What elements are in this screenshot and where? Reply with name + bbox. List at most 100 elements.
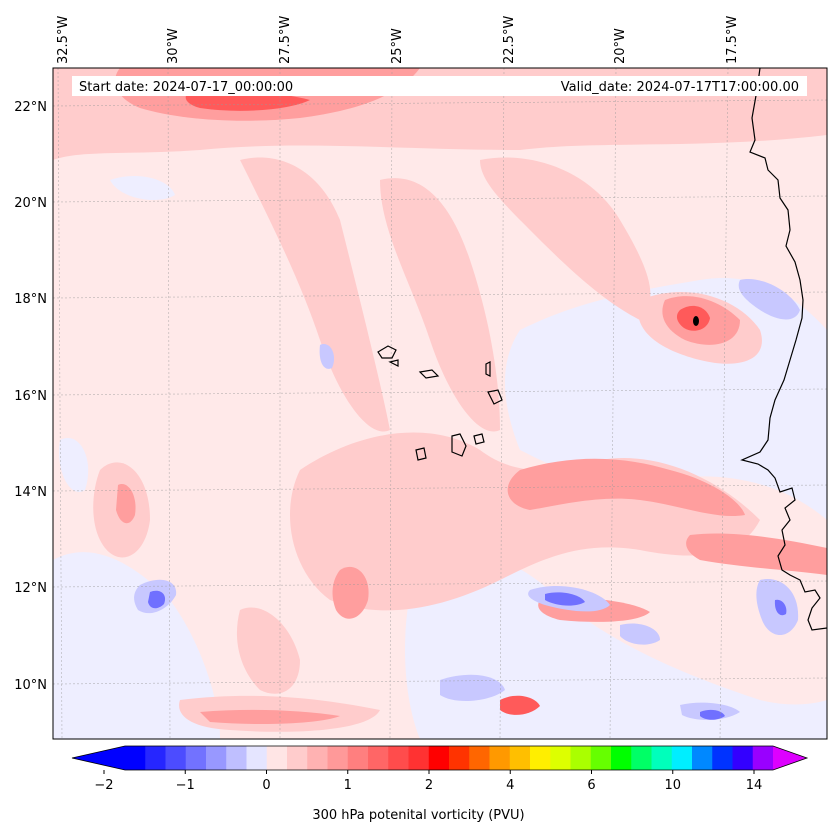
colorbar-segment — [287, 746, 308, 770]
lon-label: 27.5°W — [278, 16, 293, 64]
pv-area — [110, 175, 175, 200]
gridline-lat — [53, 99, 827, 107]
colorbar-segment — [469, 746, 490, 770]
colorbar-segment — [185, 746, 207, 770]
colorbar-segment — [226, 746, 247, 770]
gridline-lat — [53, 677, 827, 685]
colorbar-extend-low — [72, 746, 125, 770]
island — [377, 345, 397, 359]
colorbar-segment — [165, 746, 187, 770]
colorbar-segment — [145, 746, 166, 770]
colorbar-segment — [752, 746, 774, 770]
pv-area — [620, 623, 660, 645]
colorbar-segment — [550, 746, 571, 770]
pv-field — [53, 68, 827, 739]
gridline-lat — [53, 388, 827, 396]
gridline-lat — [53, 580, 827, 588]
africa-coastline — [740, 68, 827, 631]
island — [485, 361, 491, 377]
colorbar-segment — [671, 746, 693, 770]
colorbar-segment — [692, 746, 713, 770]
start-date-label: Start date: 2024-07-17_00:00:00 — [79, 80, 293, 95]
lon-label: 20°W — [613, 28, 628, 64]
pv-area — [332, 566, 369, 619]
gridline-lat — [53, 484, 827, 492]
island — [388, 359, 399, 367]
colorbar-segment — [651, 746, 673, 770]
pv-area — [676, 305, 710, 331]
colorbar-segment — [347, 746, 369, 770]
coastlines — [377, 68, 827, 631]
colorbar-tick-label: 0 — [262, 778, 270, 793]
colorbar-tick-label: 2 — [425, 778, 433, 793]
colorbar: −2 −1 0 1 2 4 6 10 14 — [71, 745, 809, 793]
colorbar-tick-label: 4 — [506, 778, 514, 793]
colorbar-segment — [266, 746, 288, 770]
colorbar-extend-high — [773, 746, 807, 770]
island — [487, 389, 503, 405]
colorbar-segment — [428, 746, 450, 770]
gridline-lat — [53, 195, 827, 203]
pv-area — [240, 157, 390, 432]
pv-area — [116, 484, 136, 524]
longitude-labels: 32.5°W 30°W 27.5°W 25°W 22.5°W 20°W 17.5… — [56, 16, 740, 64]
island — [418, 369, 440, 379]
pv-area — [545, 592, 585, 606]
valid-date-label: Valid_date: 2024-07-17T17:00:00.00 — [561, 80, 799, 95]
pv-maximum-marker — [693, 316, 699, 326]
colorbar-segment — [206, 746, 227, 770]
latitude-labels: 22°N 20°N 18°N 16°N 14°N 12°N 10°N — [14, 100, 47, 693]
pv-area — [405, 552, 827, 739]
colorbar-segment — [590, 746, 612, 770]
colorbar-segment — [530, 746, 551, 770]
colorbar-segment — [732, 746, 754, 770]
colorbar-segment — [570, 746, 592, 770]
pv-area — [700, 709, 725, 720]
colorbar-tick-label: 6 — [587, 778, 595, 793]
pv-area — [686, 533, 827, 575]
pv-area — [738, 279, 800, 320]
colorbar-segment — [307, 746, 328, 770]
lat-label: 12°N — [14, 581, 47, 596]
island — [451, 433, 467, 457]
colorbar-tick-label: −1 — [176, 778, 195, 793]
pv-area — [380, 178, 500, 432]
pv-area — [53, 552, 220, 739]
colorbar-segment — [631, 746, 652, 770]
lon-label: 32.5°W — [56, 16, 71, 64]
lon-label: 22.5°W — [502, 16, 517, 64]
lat-label: 16°N — [14, 389, 47, 404]
colorbar-segment — [611, 746, 632, 770]
colorbar-segment — [408, 746, 430, 770]
colorbar-segment — [509, 746, 531, 770]
pv-area — [236, 607, 300, 694]
gridline-lat — [53, 291, 827, 299]
colorbar-tick-label: 1 — [344, 778, 352, 793]
gridlines — [53, 68, 827, 739]
colorbar-segment — [368, 746, 389, 770]
field-low-pv-strong — [148, 590, 787, 720]
pv-area — [200, 709, 340, 724]
colorbar-tick-label: 14 — [746, 778, 763, 793]
colorbar-label: 300 hPa potenital vorticity (PVU) — [312, 808, 525, 823]
colorbar-outline — [71, 745, 809, 771]
colorbar-tick-label: −2 — [94, 778, 113, 793]
pv-area — [148, 590, 166, 609]
pv-area — [500, 695, 540, 715]
lat-label: 18°N — [14, 292, 47, 307]
lon-label: 30°W — [166, 28, 181, 64]
lat-label: 20°N — [14, 196, 47, 211]
lon-label: 17.5°W — [725, 16, 740, 64]
map-frame — [52, 67, 828, 740]
colorbar-tick-label: 10 — [664, 778, 681, 793]
lat-label: 22°N — [14, 100, 47, 115]
lat-label: 10°N — [14, 678, 47, 693]
pv-area — [507, 458, 745, 517]
island — [473, 433, 485, 445]
pv-area — [774, 599, 787, 616]
colorbar-segment — [712, 746, 733, 770]
colorbar-segment — [246, 746, 268, 770]
colorbar-segment — [388, 746, 409, 770]
colorbar-segment — [327, 746, 349, 770]
